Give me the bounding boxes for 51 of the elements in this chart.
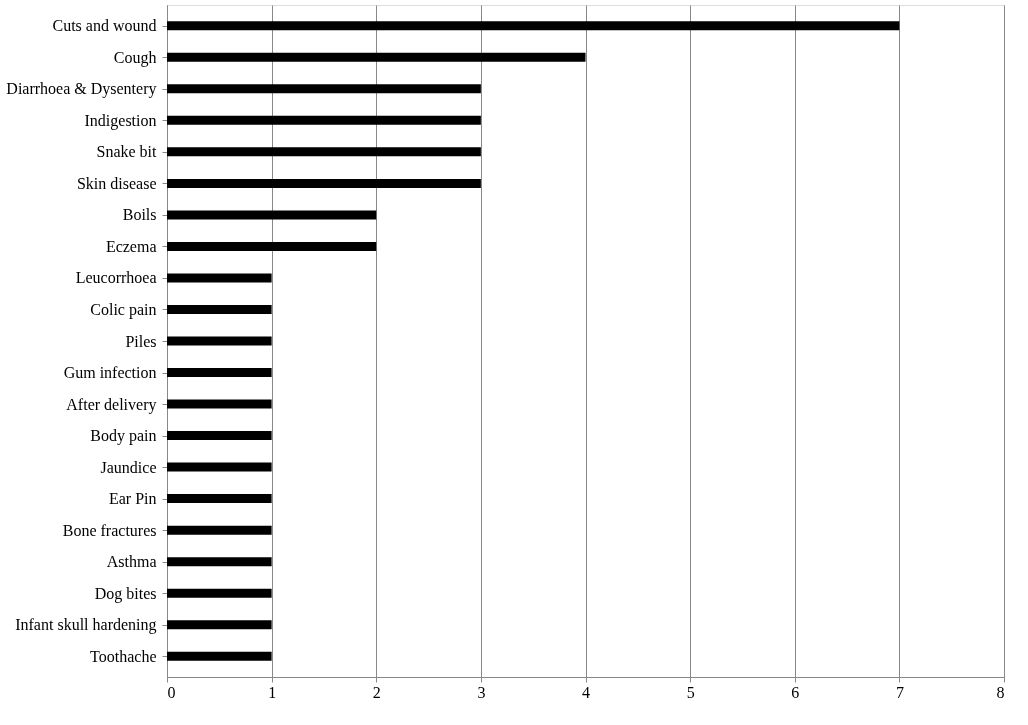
bar [167, 620, 272, 630]
bar [167, 52, 586, 62]
bar [167, 84, 481, 94]
y-tick-label: Cough [113, 48, 157, 67]
bar [167, 431, 272, 441]
bar [167, 336, 272, 346]
x-tick-label: 1 [268, 683, 277, 701]
bar [167, 21, 900, 31]
y-tick-label: Diarrhoea & Dysentery [6, 80, 157, 99]
bar [167, 651, 272, 661]
bar [167, 210, 377, 220]
x-tick-label: 7 [895, 683, 904, 701]
y-tick-label: Infant skull hardening [15, 616, 157, 635]
bar [167, 525, 272, 535]
y-tick-label: Dog bites [94, 584, 157, 603]
x-tick-label: 6 [791, 683, 800, 701]
y-tick-label: Piles [125, 332, 157, 350]
y-tick-label: Gum infection [63, 364, 157, 382]
y-tick-label: Eczema [105, 237, 157, 255]
y-tick-label: Leucorrhoea [75, 269, 157, 287]
bar [167, 178, 481, 188]
bar [167, 462, 272, 472]
y-tick-label: After delivery [66, 395, 157, 414]
x-tick-label: 3 [477, 683, 486, 701]
bar [167, 241, 377, 251]
y-tick-label: Skin disease [76, 174, 157, 192]
y-tick-label: Ear Pin [108, 490, 157, 508]
x-tick-label: 0 [167, 683, 176, 701]
x-tick-label: 2 [372, 683, 381, 701]
y-tick-label: Indigestion [84, 111, 157, 130]
y-tick-label: Body pain [90, 427, 157, 446]
y-tick-label: Jaundice [100, 458, 157, 476]
x-tick-label: 8 [996, 683, 1005, 701]
bar [167, 494, 272, 504]
x-tick-label: 4 [582, 683, 590, 701]
bar [167, 588, 272, 598]
bar [167, 273, 272, 283]
y-tick-label: Toothache [90, 647, 157, 665]
bar [167, 147, 481, 157]
y-tick-label: Asthma [106, 553, 157, 571]
bar [167, 557, 272, 567]
y-tick-label: Colic pain [90, 300, 157, 319]
y-tick-label: Boils [122, 206, 157, 224]
y-tick-label: Bone fractures [62, 521, 157, 539]
bar [167, 115, 481, 125]
x-tick-label: 5 [686, 683, 695, 701]
y-tick-label: Cuts and wound [52, 17, 157, 35]
y-tick-label: Snake bit [96, 143, 158, 161]
bar [167, 368, 272, 378]
bar [167, 304, 272, 314]
bar [167, 399, 272, 409]
